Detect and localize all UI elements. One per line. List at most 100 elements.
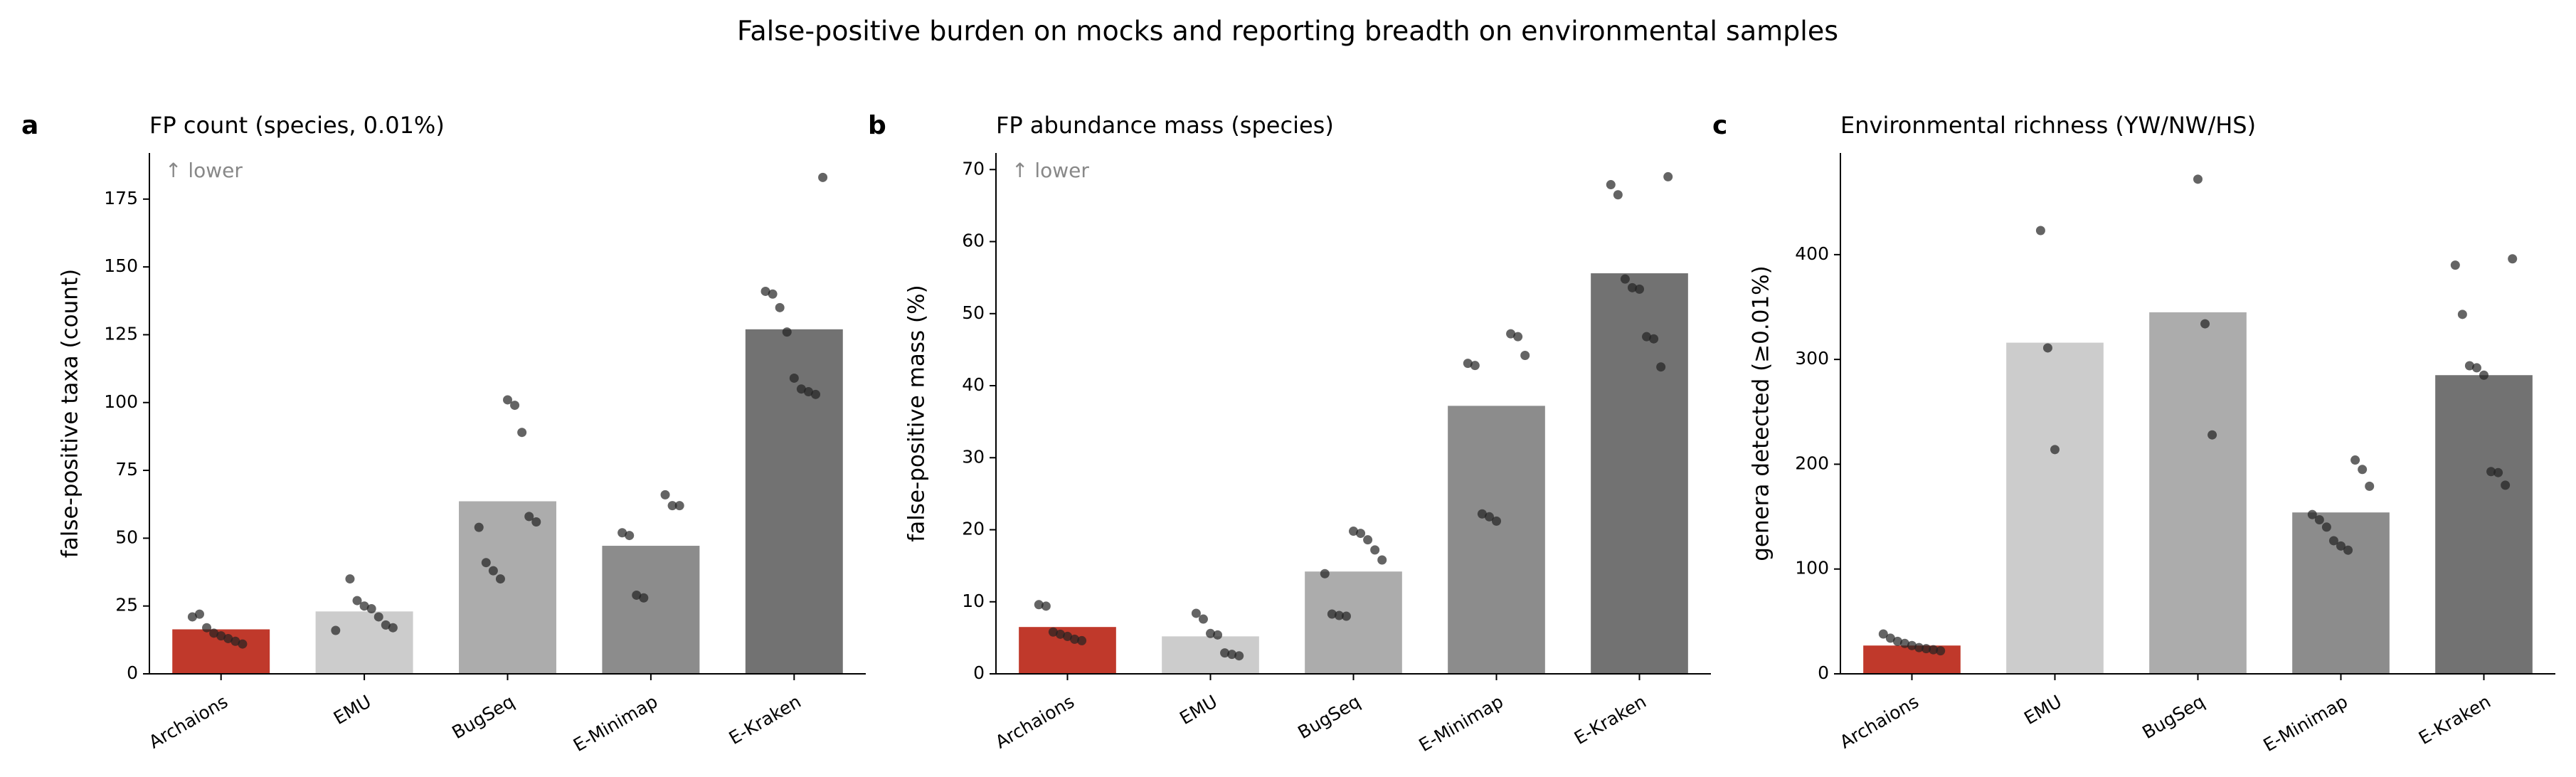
- data-point: [2336, 541, 2346, 551]
- data-point: [2035, 226, 2045, 236]
- data-point: [488, 566, 498, 576]
- bar: [745, 329, 843, 674]
- data-point: [2479, 370, 2488, 380]
- data-point: [667, 501, 677, 511]
- data-point: [1885, 633, 1895, 643]
- data-point: [2200, 319, 2210, 329]
- data-point: [796, 384, 806, 394]
- data-point: [775, 302, 785, 312]
- data-point: [2486, 467, 2496, 477]
- x-tick-label: BugSeq: [448, 691, 518, 743]
- bar: [1448, 406, 1545, 674]
- panel-title: Environmental richness (YW/NW/HS): [1840, 112, 2256, 139]
- bar: [2006, 342, 2104, 674]
- y-tick-label: 0: [127, 662, 138, 683]
- x-tick-label: E-Minimap: [570, 691, 662, 756]
- data-point: [660, 490, 670, 500]
- x-tick-label: E-Kraken: [726, 691, 805, 749]
- data-point: [1213, 630, 1223, 640]
- data-point: [760, 286, 770, 296]
- data-point: [194, 609, 204, 619]
- panel: c Environmental richness (YW/NW/HS) genera…: [1712, 111, 2555, 756]
- data-point: [782, 327, 792, 337]
- x-tick-label: BugSeq: [1294, 691, 1364, 743]
- data-point: [2365, 481, 2375, 491]
- data-point: [1663, 171, 1673, 181]
- x-tick-label: Archaions: [145, 691, 231, 753]
- data-point: [1198, 614, 1208, 624]
- data-point: [531, 517, 541, 527]
- bar: [2435, 375, 2533, 674]
- data-point: [2050, 445, 2060, 455]
- y-tick-label: 20: [962, 519, 985, 539]
- y-tick-label: 0: [973, 662, 985, 683]
- data-point: [1377, 555, 1387, 565]
- data-point: [1077, 635, 1087, 645]
- data-point: [1327, 609, 1337, 619]
- data-point: [495, 574, 505, 584]
- y-tick-label: 300: [1795, 348, 1829, 369]
- x-tick-label: Archaions: [992, 691, 1078, 753]
- data-point: [1191, 608, 1201, 618]
- data-point: [1349, 527, 1358, 536]
- data-point: [768, 289, 778, 299]
- data-point: [1484, 512, 1494, 522]
- panel-title: FP abundance mass (species): [996, 112, 1334, 139]
- data-point: [618, 528, 627, 538]
- data-point: [1334, 610, 1344, 620]
- data-point: [1936, 646, 1946, 656]
- data-point: [1929, 645, 1939, 655]
- y-axis-label: false-positive taxa (count): [58, 269, 83, 558]
- y-tick-label: 150: [104, 255, 138, 276]
- data-point: [2193, 174, 2203, 184]
- data-point: [1227, 650, 1237, 660]
- y-tick-label: 125: [104, 323, 138, 344]
- data-point: [1220, 648, 1230, 658]
- y-tick-label: 0: [1818, 662, 1829, 683]
- y-tick-label: 50: [962, 302, 985, 323]
- panel-label: c: [1712, 111, 1727, 140]
- data-point: [209, 628, 219, 638]
- data-point: [517, 428, 527, 438]
- y-axis-label: genera detected (≥0.01%): [1749, 265, 1774, 561]
- data-point: [2464, 361, 2474, 371]
- data-point: [230, 636, 240, 646]
- data-point: [1513, 332, 1523, 342]
- y-tick-label: 25: [115, 595, 138, 615]
- data-point: [1656, 362, 1666, 372]
- data-point: [1914, 643, 1924, 652]
- data-point: [2501, 480, 2511, 490]
- data-point: [2328, 536, 2338, 546]
- data-point: [2042, 343, 2052, 353]
- y-tick-label: 70: [962, 158, 985, 179]
- data-point: [1341, 611, 1351, 621]
- data-point: [1635, 284, 1644, 294]
- data-point: [366, 604, 376, 613]
- bar: [2149, 312, 2247, 674]
- data-point: [632, 590, 642, 600]
- data-point: [2471, 363, 2481, 373]
- data-point: [2307, 509, 2317, 519]
- bar: [1591, 273, 1688, 674]
- data-point: [1055, 629, 1065, 639]
- data-point: [1892, 636, 1902, 646]
- data-point: [373, 612, 383, 622]
- bar: [602, 546, 700, 674]
- data-point: [202, 623, 212, 633]
- data-point: [2343, 545, 2353, 555]
- x-tick-label: E-Minimap: [1415, 691, 1507, 756]
- panel: a FP count (species, 0.01%) ↑ lower false-p…: [21, 111, 866, 756]
- data-point: [1356, 529, 1366, 539]
- x-tick-label: EMU: [330, 691, 375, 729]
- panel: b FP abundance mass (species) ↑ lower false…: [868, 111, 1711, 756]
- annotation: ↑ lower: [1012, 159, 1089, 182]
- data-point: [1320, 569, 1330, 578]
- data-point: [388, 623, 398, 633]
- y-tick-label: 100: [1795, 558, 1829, 578]
- y-tick-label: 400: [1795, 243, 1829, 264]
- data-point: [1041, 601, 1051, 611]
- panel-label: a: [21, 111, 38, 140]
- bar: [315, 611, 413, 674]
- data-point: [2207, 430, 2217, 440]
- y-axis-label: false-positive mass (%): [904, 285, 930, 541]
